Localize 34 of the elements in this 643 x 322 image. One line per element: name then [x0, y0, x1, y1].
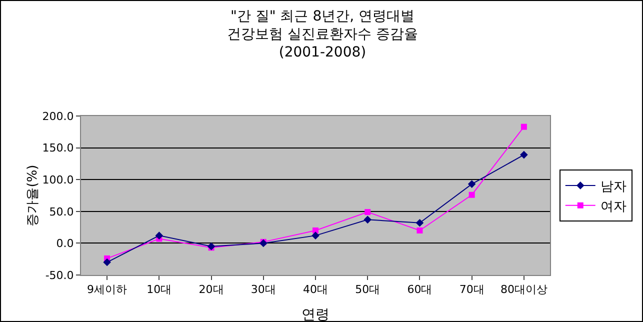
y-tick-label: 200.0 [42, 110, 74, 123]
point [155, 232, 164, 240]
point [468, 180, 476, 188]
point [364, 209, 371, 216]
y-tick-label: -50.0 [45, 268, 74, 282]
x-tick-label: 10대 [146, 283, 172, 296]
point [416, 218, 424, 227]
point [416, 227, 423, 234]
point [259, 239, 268, 248]
x-tick-label: 60대 [407, 283, 432, 296]
point [520, 124, 527, 130]
x-tick-label: 40대 [303, 283, 328, 296]
point [312, 232, 320, 240]
y-tick-label: 0.0 [56, 237, 74, 250]
x-tick-label: 9세이하 [87, 283, 128, 296]
x-tick-label: 50대 [355, 283, 380, 296]
x-tick-label: 20대 [198, 283, 224, 296]
point [468, 192, 475, 198]
y-tick-label: 50.0 [49, 205, 74, 218]
y-tick-label: 150.0 [42, 142, 74, 155]
y-axis-title: 증가율(%) [25, 164, 40, 226]
point [364, 216, 372, 224]
x-tick-label: 70대 [459, 283, 484, 296]
x-tick-label: 30대 [250, 283, 276, 296]
point [312, 227, 318, 234]
point [520, 150, 528, 159]
x-tick-label: 80대이상 [500, 283, 548, 296]
legend-label: 남자 [600, 180, 626, 195]
y-tick-label: 100.0 [42, 173, 74, 186]
point [103, 258, 111, 266]
x-axis-title: 연령 [302, 307, 330, 322]
legend-label: 여자 [600, 199, 626, 214]
point [207, 242, 216, 250]
chart-title: "간 질" 최근 8년간, 연령대별 건강보험 실진료환자수 증감율 (2001-2008) [227, 8, 418, 61]
